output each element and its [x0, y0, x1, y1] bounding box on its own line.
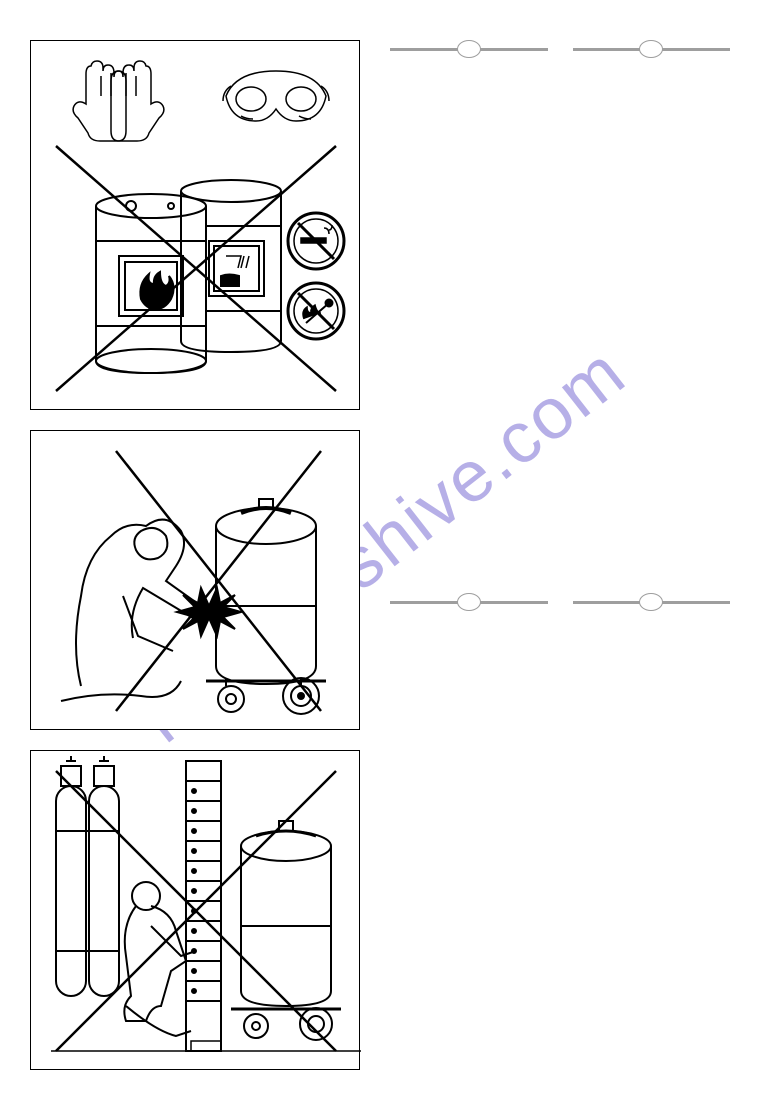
- left-column: [30, 40, 360, 1070]
- goggles-icon: [223, 71, 329, 121]
- welding-svg: [31, 431, 361, 731]
- gloves-icon: [73, 61, 164, 141]
- divider-line: [573, 601, 641, 604]
- hose: [61, 681, 181, 701]
- barrel-flammable: [96, 194, 206, 373]
- divider-mid-left: [390, 593, 548, 611]
- divider-line: [390, 48, 458, 51]
- right-column: [390, 40, 730, 1070]
- divider-circle: [457, 40, 481, 58]
- divider-line: [480, 48, 548, 51]
- divider-line: [573, 48, 641, 51]
- divider-mid-right: [573, 593, 731, 611]
- divider-top-left: [390, 40, 548, 58]
- divider-line: [480, 601, 548, 604]
- person-welding: [76, 520, 201, 686]
- pressure-tank: [216, 499, 316, 684]
- divider-line: [390, 601, 458, 604]
- divider-line: [662, 601, 730, 604]
- no-smoking-sign: [288, 213, 344, 269]
- page-container: [0, 0, 765, 1110]
- divider-top-right: [573, 40, 731, 58]
- illustration-welding-tank: [30, 430, 360, 730]
- divider-circle: [639, 40, 663, 58]
- divider-row-top: [390, 40, 730, 58]
- hazmat-svg: [31, 41, 361, 411]
- divider-circle: [639, 593, 663, 611]
- gas-cylinders: [56, 756, 119, 996]
- no-open-flame-sign: [288, 283, 344, 339]
- divider-circle: [457, 593, 481, 611]
- illustration-hazmat-barrels: [30, 40, 360, 410]
- tank-on-cart: [231, 821, 341, 1040]
- spacer: [390, 58, 730, 593]
- cylinders-svg: [31, 751, 361, 1071]
- divider-row-middle: [390, 593, 730, 611]
- illustration-cylinders-lift: [30, 750, 360, 1070]
- divider-line: [662, 48, 730, 51]
